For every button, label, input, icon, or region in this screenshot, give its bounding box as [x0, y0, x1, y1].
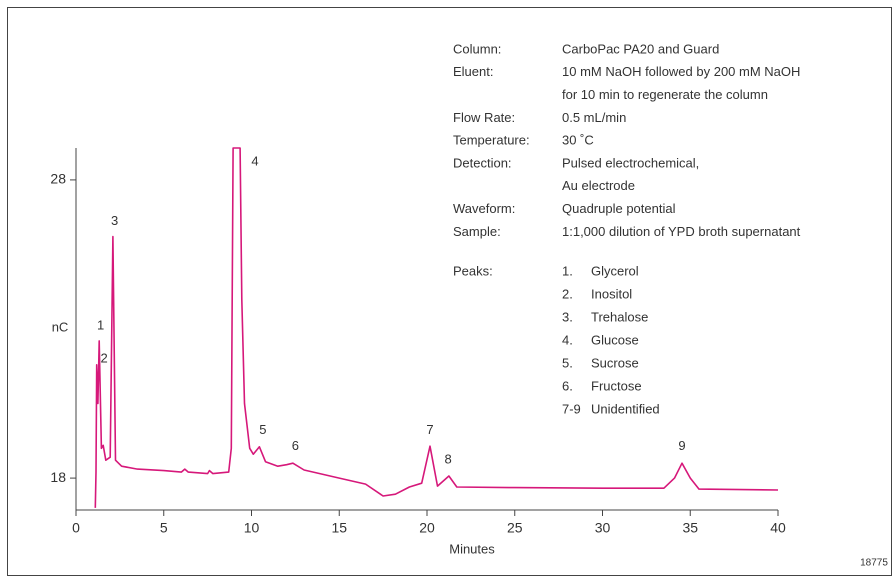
peak-name: Unidentified — [591, 401, 660, 416]
peak-num: 6. — [562, 378, 573, 393]
x-tick-label: 30 — [595, 520, 611, 536]
y-tick-label: 18 — [50, 469, 66, 485]
info-value: CarboPac PA20 and Guard — [562, 41, 719, 56]
peak-num: 1. — [562, 263, 573, 278]
peak-num: 3. — [562, 309, 573, 324]
info-key: Detection: — [453, 155, 512, 170]
x-axis-label: Minutes — [449, 541, 495, 556]
info-key: Waveform: — [453, 201, 515, 216]
peak-label: 7 — [426, 422, 433, 437]
x-tick-label: 35 — [682, 520, 698, 536]
x-tick-label: 15 — [331, 520, 347, 536]
info-value: Au electrode — [562, 178, 635, 193]
info-key: Column: — [453, 41, 501, 56]
peak-num: 5. — [562, 355, 573, 370]
x-tick-label: 5 — [160, 520, 168, 536]
info-value: Quadruple potential — [562, 201, 676, 216]
peak-label: 5 — [259, 422, 266, 437]
peak-label: 9 — [678, 438, 685, 453]
peak-label: 6 — [292, 438, 299, 453]
y-tick-label: 28 — [50, 171, 66, 187]
info-key: Temperature: — [453, 133, 530, 148]
peak-num: 2. — [562, 286, 573, 301]
peak-name: Inositol — [591, 286, 632, 301]
peak-name: Trehalose — [591, 309, 648, 324]
peak-label: 4 — [251, 153, 258, 168]
peak-label: 8 — [444, 452, 451, 467]
x-tick-label: 0 — [72, 520, 80, 536]
peak-name: Fructose — [591, 378, 642, 393]
peak-label: 3 — [111, 213, 118, 228]
figure-id: 18775 — [860, 558, 888, 569]
trace — [94, 147, 779, 508]
info-value: 0.5 mL/min — [562, 110, 626, 125]
info-key: Flow Rate: — [453, 110, 515, 125]
x-tick-label: 10 — [244, 520, 260, 536]
peak-num: 7-9 — [562, 401, 581, 416]
peak-label: 2 — [100, 350, 107, 365]
info-value: 30 ˚C — [562, 133, 594, 148]
x-tick-label: 40 — [770, 520, 786, 536]
peaks-title: Peaks: — [453, 263, 493, 278]
info-value: Pulsed electrochemical, — [562, 155, 699, 170]
peak-name: Glycerol — [591, 263, 639, 278]
peak-label: 1 — [97, 317, 104, 332]
info-key: Sample: — [453, 224, 501, 239]
peak-name: Sucrose — [591, 355, 639, 370]
info-value: 10 mM NaOH followed by 200 mM NaOH — [562, 64, 800, 79]
info-value: for 10 min to regenerate the column — [562, 87, 768, 102]
x-tick-label: 25 — [507, 520, 523, 536]
peak-num: 4. — [562, 332, 573, 347]
info-value: 1:1,000 dilution of YPD broth supernatan… — [562, 224, 801, 239]
x-tick-label: 20 — [419, 520, 435, 536]
y-axis-label: nC — [52, 319, 69, 334]
peak-name: Glucose — [591, 332, 639, 347]
info-key: Eluent: — [453, 64, 493, 79]
